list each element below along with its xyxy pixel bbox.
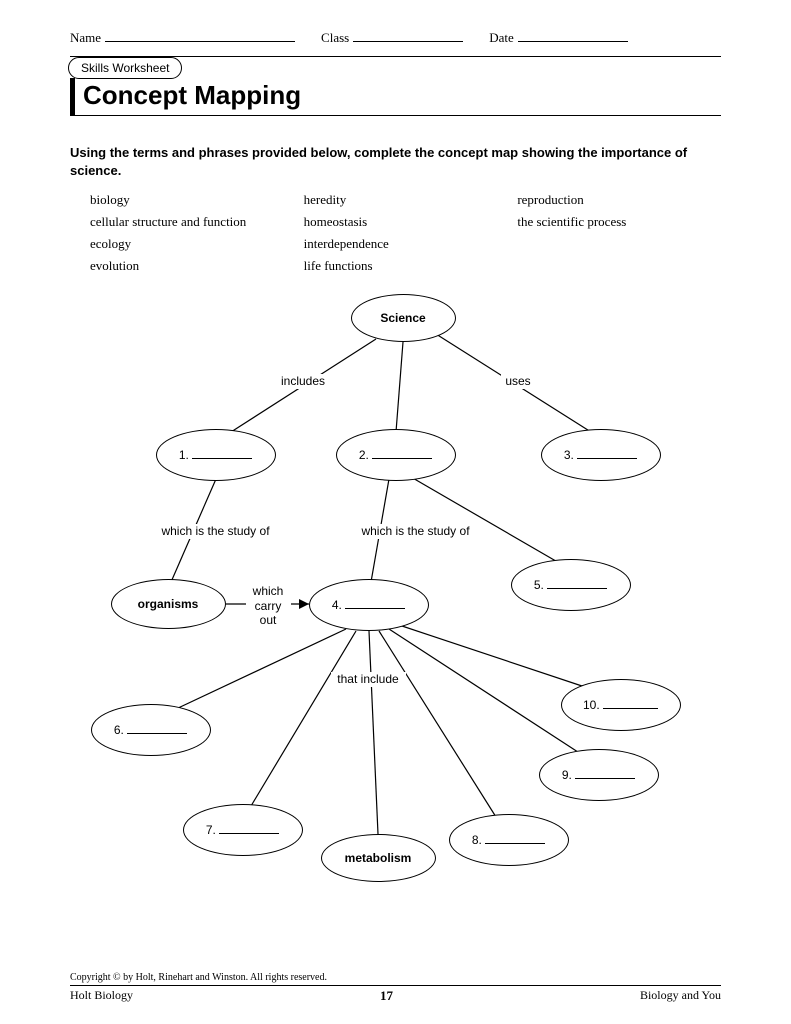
concept-node-n4[interactable]: 4. bbox=[309, 579, 429, 631]
footer-left: Holt Biology bbox=[70, 988, 133, 1004]
concept-node-n5[interactable]: 5. bbox=[511, 559, 631, 611]
concept-node-n2[interactable]: 2. bbox=[336, 429, 456, 481]
word-bank-item: the scientific process bbox=[517, 214, 721, 230]
concept-node-metabolism: metabolism bbox=[321, 834, 436, 882]
instructions: Using the terms and phrases provided bel… bbox=[70, 144, 721, 180]
word-bank-item: ecology bbox=[90, 236, 294, 252]
concept-map: Science 1. 2. 3. organisms 4. 5. 6. 7. met… bbox=[71, 294, 721, 904]
concept-node-n6[interactable]: 6. bbox=[91, 704, 211, 756]
concept-node-n1[interactable]: 1. bbox=[156, 429, 276, 481]
link-label: which is the study of bbox=[151, 524, 281, 538]
concept-node-n3[interactable]: 3. bbox=[541, 429, 661, 481]
word-bank-item: life functions bbox=[304, 258, 508, 274]
link-label: that include bbox=[331, 672, 406, 686]
word-bank-item: evolution bbox=[90, 258, 294, 274]
word-bank-item: biology bbox=[90, 192, 294, 208]
concept-node-n7[interactable]: 7. bbox=[183, 804, 303, 856]
concept-node-organisms: organisms bbox=[111, 579, 226, 629]
link-label: includes bbox=[276, 374, 331, 388]
link-label: whichcarryout bbox=[246, 584, 291, 627]
word-bank-item: heredity bbox=[304, 192, 508, 208]
worksheet-label: Skills Worksheet bbox=[68, 57, 182, 79]
word-bank-item: cellular structure and function bbox=[90, 214, 294, 230]
copyright: Copyright © by Holt, Rinehart and Winsto… bbox=[70, 972, 721, 986]
name-blank[interactable] bbox=[105, 28, 295, 42]
footer: Copyright © by Holt, Rinehart and Winsto… bbox=[70, 972, 721, 1004]
word-bank-item: reproduction bbox=[517, 192, 721, 208]
concept-node-n9[interactable]: 9. bbox=[539, 749, 659, 801]
class-blank[interactable] bbox=[353, 28, 463, 42]
concept-node-n8[interactable]: 8. bbox=[449, 814, 569, 866]
date-label: Date bbox=[489, 30, 514, 46]
date-blank[interactable] bbox=[518, 28, 628, 42]
header-fields: Name Class Date bbox=[70, 28, 721, 46]
name-label: Name bbox=[70, 30, 101, 46]
link-label: which is the study of bbox=[351, 524, 481, 538]
word-bank-item: homeostasis bbox=[304, 214, 508, 230]
page-number: 17 bbox=[380, 988, 393, 1004]
word-bank: biology cellular structure and function … bbox=[70, 192, 721, 274]
concept-node-n10[interactable]: 10. bbox=[561, 679, 681, 731]
page-title: Concept Mapping bbox=[83, 80, 721, 111]
word-bank-item: interdependence bbox=[304, 236, 508, 252]
title-block: Concept Mapping bbox=[70, 78, 721, 116]
class-label: Class bbox=[321, 30, 349, 46]
footer-right: Biology and You bbox=[640, 988, 721, 1004]
concept-node-science: Science bbox=[351, 294, 456, 342]
link-label: uses bbox=[501, 374, 536, 388]
